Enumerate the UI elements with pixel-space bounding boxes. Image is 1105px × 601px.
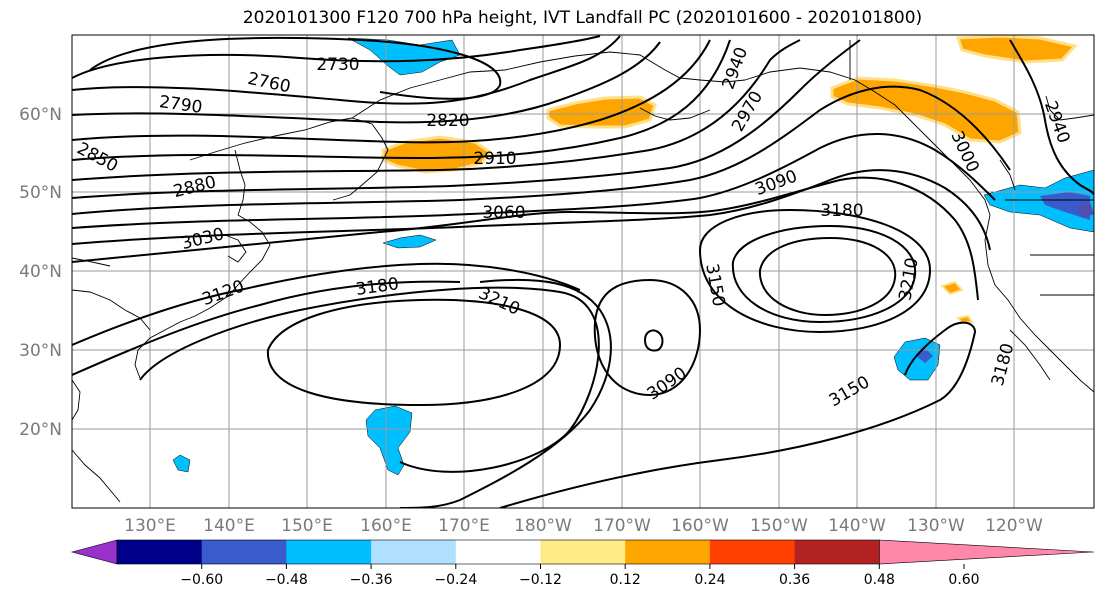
contour-label: 2730: [316, 55, 359, 75]
graticule: [72, 35, 1094, 508]
colorbar-cell: [709, 540, 796, 564]
colorbar-outline: [116, 539, 880, 565]
colorbar-cell: [371, 540, 457, 564]
lon-label: 170°E: [438, 516, 490, 536]
lat-label: 20°N: [19, 420, 62, 440]
colorbar-tick-label: −0.48: [265, 572, 308, 588]
colorbar-cell: [286, 540, 372, 564]
colorbar-cell: [625, 540, 711, 564]
colorbar-tick-label: 0.60: [948, 572, 979, 588]
lat-label: 50°N: [19, 183, 62, 203]
colorbar-tick-label: −0.12: [519, 572, 562, 588]
lat-label: 60°N: [19, 105, 62, 125]
lon-label: 160°W: [671, 516, 729, 536]
contour-label: 2910: [473, 149, 516, 169]
colorbar-cell: [794, 540, 880, 564]
contour-label: 2820: [426, 111, 469, 131]
colorbar-tick-label: 0.36: [779, 572, 810, 588]
colorbar-tick-label: 0.48: [864, 572, 895, 588]
lon-label: 150°E: [281, 516, 333, 536]
lat-label: 40°N: [19, 262, 62, 282]
lon-label: 180°W: [514, 516, 572, 536]
colorbar-tick-label: 0.24: [694, 572, 725, 588]
lat-label: 30°N: [19, 341, 62, 361]
lon-label: 160°E: [360, 516, 412, 536]
longitude-labels: 130°E 140°E 150°E 160°E 170°E 180°W 170°…: [124, 516, 1043, 536]
lon-label: 170°W: [593, 516, 651, 536]
lon-label: 140°E: [203, 516, 255, 536]
colorbar-cell: [455, 540, 541, 564]
latitude-labels: 60°N 50°N 40°N 30°N 20°N: [19, 105, 62, 440]
lon-label: 120°W: [985, 516, 1043, 536]
height-contours: [72, 35, 1094, 508]
plot-border: [71, 34, 1095, 509]
lon-label: 130°E: [124, 516, 176, 536]
map-title: 2020101300 F120 700 hPa height, IVT Land…: [242, 8, 923, 28]
contour-label: 3060: [482, 203, 525, 223]
lon-label: 130°W: [907, 516, 965, 536]
colorbar-tick-label: −0.60: [180, 572, 223, 588]
lon-label: 140°W: [828, 516, 886, 536]
colorbar-tick-label: −0.24: [434, 572, 477, 588]
colorbar-cell: [201, 540, 287, 564]
lon-label: 150°W: [750, 516, 808, 536]
contour-label: 3180: [820, 201, 863, 221]
colorbar-tick-label: −0.36: [350, 572, 393, 588]
colorbar-over-arrow: [878, 539, 1095, 565]
colorbar-cell: [117, 540, 203, 564]
colorbar-tick-label: 0.12: [610, 572, 641, 588]
colorbar: −0.60 −0.48 −0.36 −0.24 −0.12 0.12 0.24 0.36 0.4…: [70, 539, 1095, 588]
colorbar-under-arrow: [70, 539, 118, 565]
colorbar-cell: [540, 540, 626, 564]
